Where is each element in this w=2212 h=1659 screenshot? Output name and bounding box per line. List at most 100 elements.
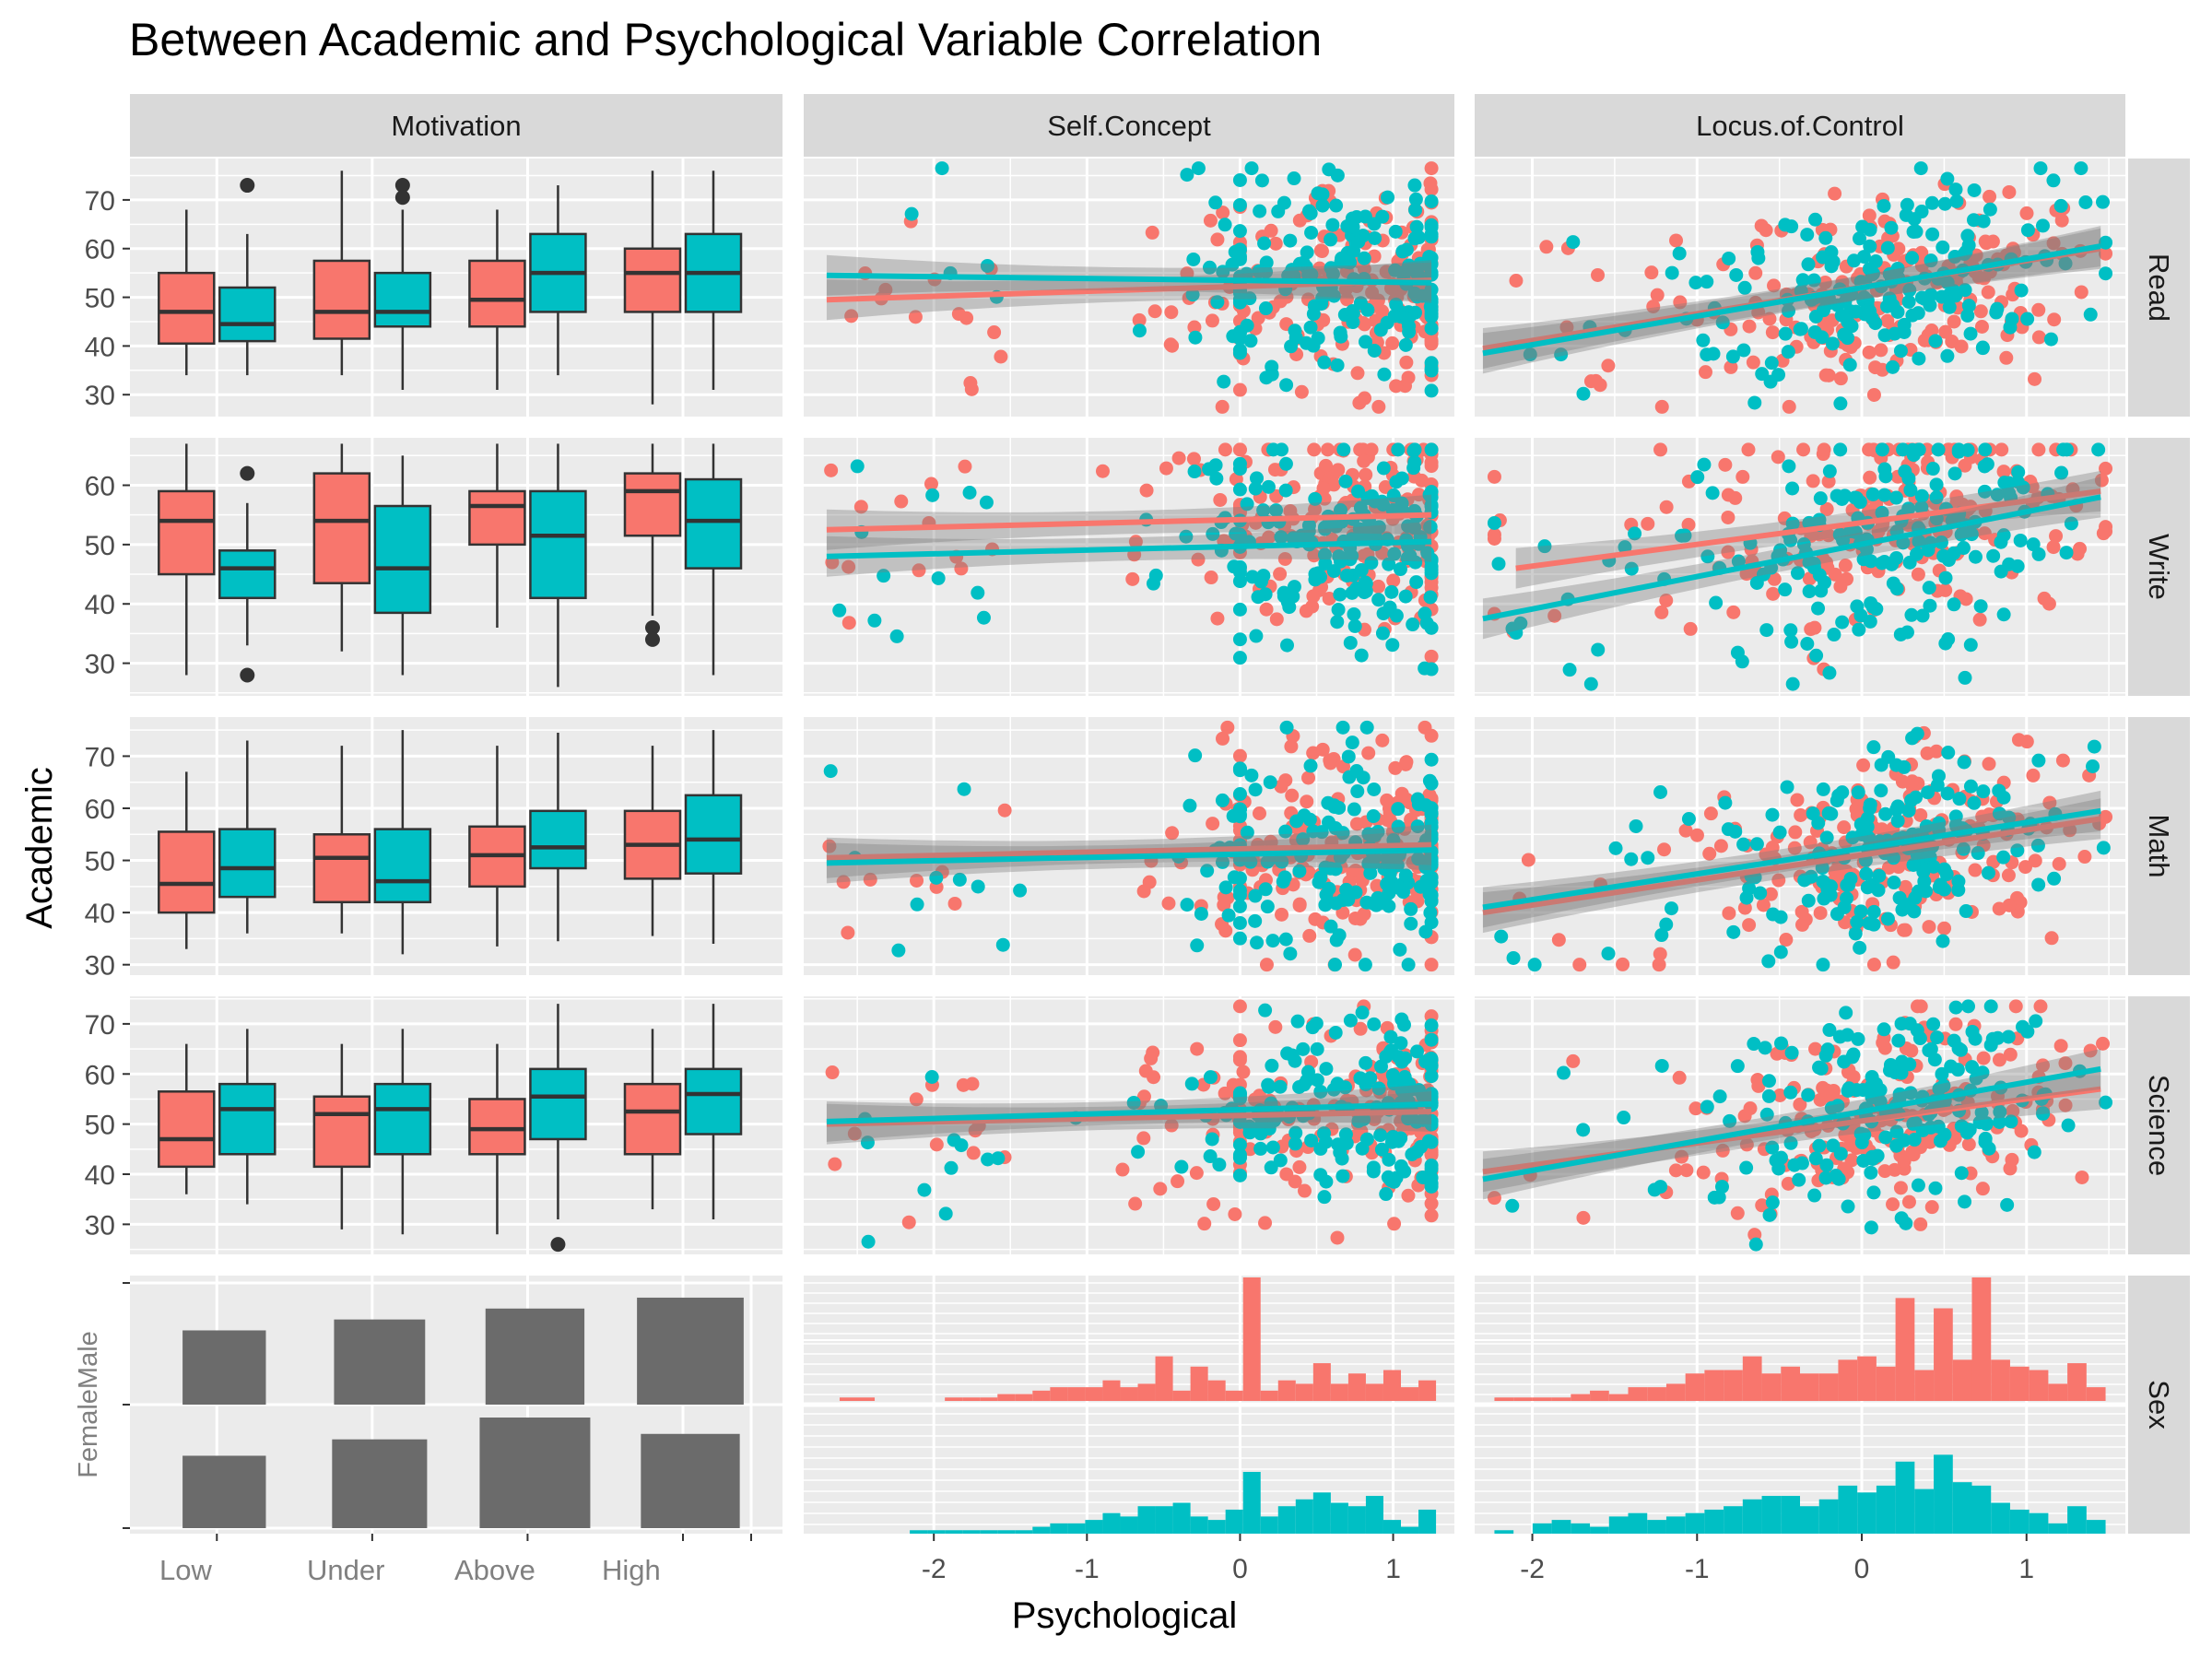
scatter-point bbox=[1232, 462, 1247, 477]
scatter-point bbox=[1287, 171, 1301, 186]
boxplot-box bbox=[684, 794, 743, 875]
scatter-point bbox=[2006, 241, 2020, 256]
scatter-point bbox=[1696, 333, 1711, 347]
trend-line bbox=[1515, 488, 2101, 571]
trend-line bbox=[1482, 807, 2101, 911]
boxplot-box bbox=[312, 259, 371, 340]
scatter-point bbox=[1300, 1074, 1314, 1088]
scatter-point bbox=[1765, 841, 1780, 855]
scatter-point bbox=[1367, 217, 1382, 231]
histogram-bar-female bbox=[1242, 1277, 1261, 1401]
scatter-point bbox=[1761, 1074, 1776, 1088]
scatter-point bbox=[1866, 1185, 1881, 1200]
histogram-bar-male bbox=[1724, 1506, 1743, 1534]
scatter-point bbox=[1886, 955, 1900, 970]
scatter-point bbox=[1232, 651, 1247, 665]
scatter-point bbox=[1128, 1196, 1143, 1211]
scatter-point bbox=[1932, 880, 1947, 895]
scatter-point bbox=[1882, 267, 1897, 282]
scatter-point bbox=[1333, 325, 1347, 340]
scatter-point bbox=[1862, 208, 1877, 223]
scatter-point bbox=[1837, 327, 1852, 342]
scatter-point bbox=[1751, 251, 1766, 265]
scatter-point bbox=[1218, 1086, 1232, 1100]
scatter-point bbox=[841, 616, 856, 630]
scatter-point bbox=[2006, 1103, 2020, 1118]
scatter-point bbox=[1927, 1053, 1942, 1067]
scatter-point bbox=[1754, 218, 1769, 233]
scatter-point bbox=[1422, 773, 1437, 788]
scatter-point bbox=[1855, 219, 1870, 234]
histogram-bar-male bbox=[1742, 1499, 1762, 1534]
scatter-point bbox=[1822, 464, 1837, 478]
scatter-point bbox=[1922, 581, 1936, 595]
scatter-point bbox=[1865, 487, 1880, 501]
scatter-point bbox=[1803, 835, 1818, 850]
scatter-point bbox=[1846, 1069, 1861, 1084]
scatter-point bbox=[1242, 1125, 1257, 1140]
histogram-bar-male bbox=[1857, 1492, 1877, 1534]
scatter-point bbox=[1880, 912, 1895, 926]
sex-label-female: Female bbox=[74, 1389, 103, 1478]
scatter-point bbox=[1182, 798, 1197, 813]
scatter-point bbox=[1232, 346, 1247, 360]
scatter-point bbox=[1941, 746, 1956, 760]
scatter-point bbox=[2099, 246, 2113, 261]
scatter-point bbox=[1250, 935, 1265, 950]
scatter-point bbox=[1731, 554, 1746, 569]
scatter-point bbox=[1358, 317, 1372, 332]
scatter-point bbox=[1784, 219, 1799, 234]
scatter-point bbox=[1419, 873, 1434, 888]
scatter-point bbox=[909, 1092, 924, 1107]
scatter-point bbox=[1971, 846, 1985, 861]
scatter-point bbox=[2019, 206, 2034, 220]
scatter-point bbox=[1930, 778, 1945, 793]
scatter-point bbox=[1730, 1206, 1745, 1220]
scatter-point bbox=[1715, 1143, 1730, 1158]
scatter-point bbox=[1318, 898, 1333, 912]
scatter-point bbox=[1311, 331, 1325, 346]
scatter-point bbox=[1758, 1041, 1772, 1055]
scatter-point bbox=[2027, 1145, 2041, 1159]
scatter-point bbox=[841, 925, 855, 940]
column-strip-label: Motivation bbox=[391, 110, 521, 142]
scatter-point bbox=[1277, 585, 1291, 600]
scatter-point bbox=[1894, 1017, 1909, 1031]
scatter-point bbox=[1835, 615, 1850, 629]
scatter-point bbox=[1787, 841, 1802, 855]
scatter-point bbox=[1205, 313, 1219, 328]
scatter-point bbox=[2002, 476, 2017, 490]
scatter-point bbox=[1850, 914, 1865, 929]
boxplot-box bbox=[158, 489, 216, 576]
boxplot-box bbox=[158, 830, 216, 914]
scatter-point bbox=[1424, 161, 1439, 176]
histogram-bar-female bbox=[1102, 1380, 1121, 1401]
scatter-point bbox=[1509, 274, 1524, 288]
scatter-point bbox=[1705, 486, 1720, 500]
scatter-point bbox=[1806, 556, 1821, 571]
scatter-point bbox=[1351, 234, 1366, 249]
trend-line bbox=[1482, 816, 2101, 916]
scatter-point bbox=[1232, 1150, 1247, 1165]
scatter-point bbox=[1971, 270, 1986, 285]
scatter-point bbox=[1976, 784, 1991, 799]
scatter-point bbox=[1865, 266, 1880, 281]
histogram-bar-male bbox=[2009, 1509, 2030, 1534]
histogram-bar-female bbox=[1085, 1387, 1103, 1401]
scatter-point bbox=[2053, 1039, 2068, 1053]
scatter-point bbox=[2002, 486, 2017, 500]
y-tick-label: 30 bbox=[85, 1210, 115, 1241]
scatter-point bbox=[1926, 859, 1941, 874]
scatter-point bbox=[2033, 999, 2048, 1014]
scatter-point bbox=[889, 629, 904, 643]
scatter-point bbox=[1240, 825, 1254, 840]
scatter-point bbox=[1834, 308, 1849, 323]
scatter-point bbox=[971, 879, 985, 894]
scatter-point bbox=[1967, 182, 1982, 197]
x-tick-label: 1 bbox=[1385, 1554, 1401, 1584]
histogram-bar-female bbox=[1312, 1363, 1331, 1401]
scatter-point bbox=[1274, 530, 1288, 545]
scatter-point bbox=[1292, 897, 1307, 912]
scatter-point bbox=[1652, 958, 1666, 972]
scatter-point bbox=[2010, 559, 2025, 573]
